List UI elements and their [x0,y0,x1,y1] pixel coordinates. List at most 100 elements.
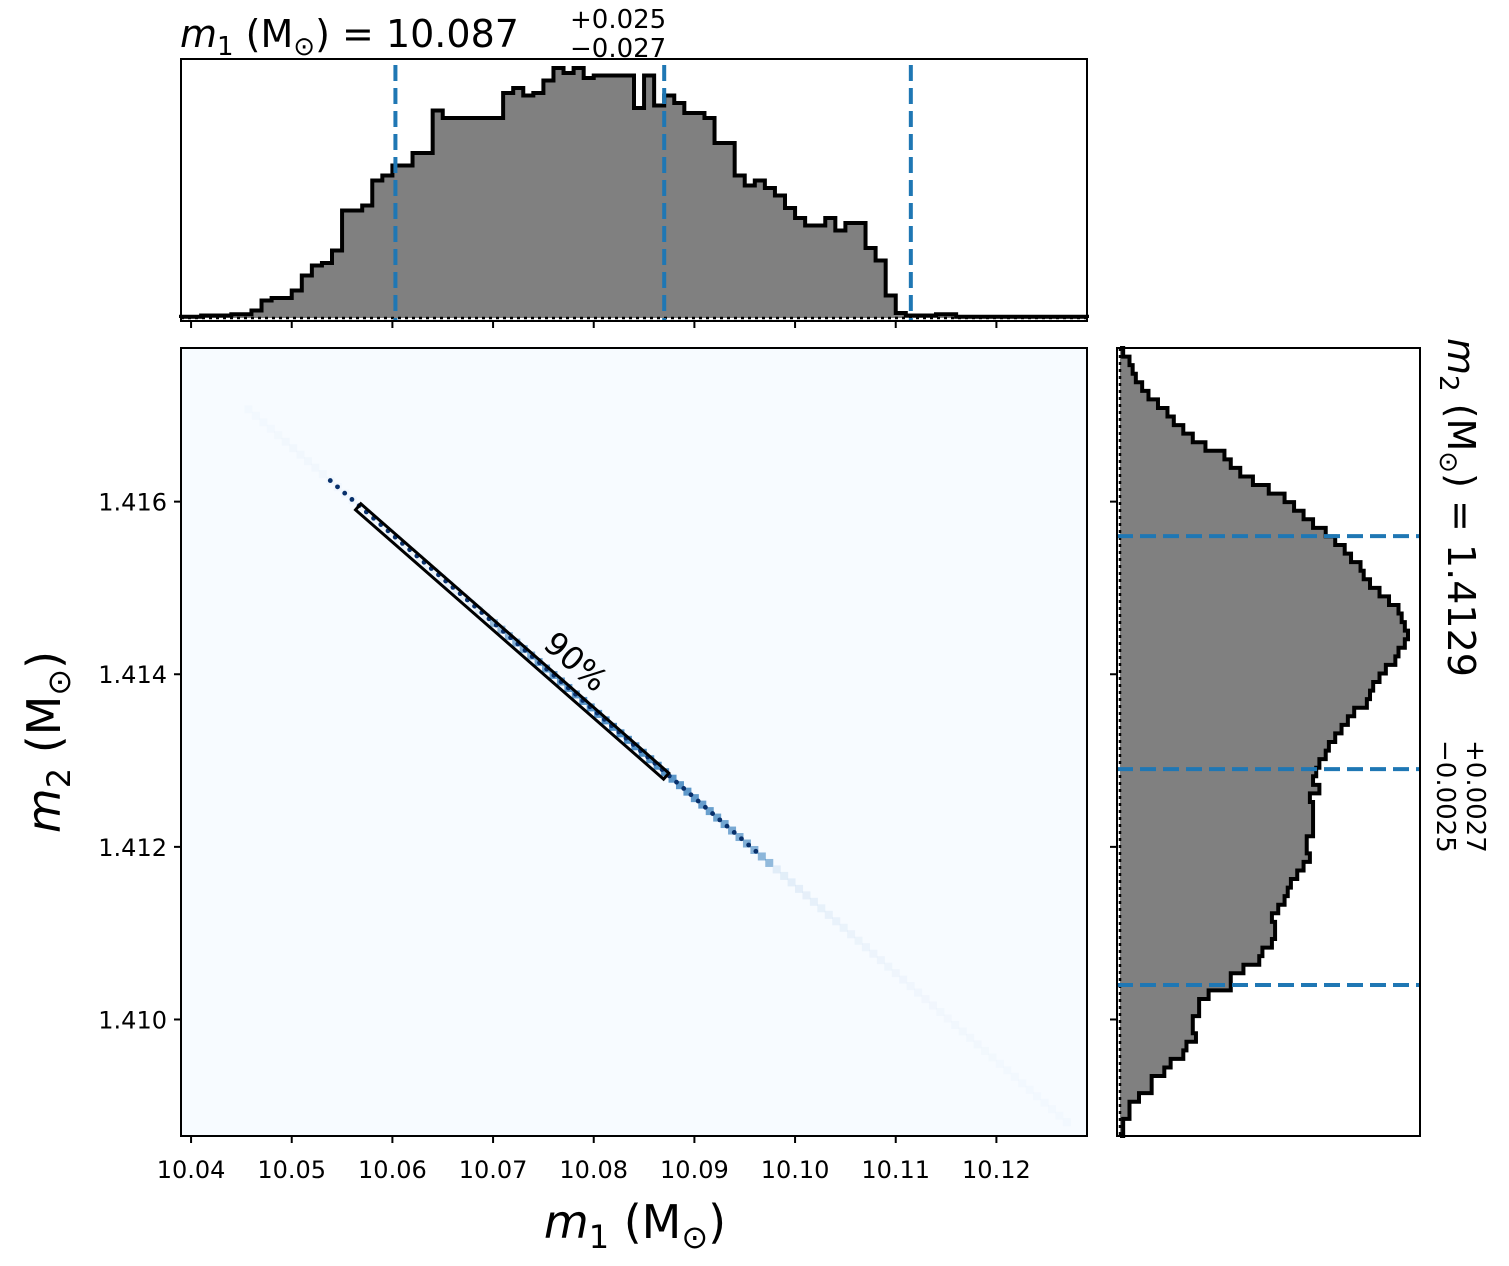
x-tick-label-4: 10.08 [559,1156,628,1184]
x-tick-label-8: 10.12 [962,1156,1031,1184]
density-cell [988,1053,997,1062]
density-cell [795,884,804,893]
density-cell [891,969,900,978]
density-cell [884,962,893,971]
density-cell [482,612,491,621]
density-cell [690,794,699,803]
density-cell [713,813,722,822]
y-tick-label-2: 1.414 [98,661,167,689]
density-cell [1055,1111,1064,1120]
contour-dot [724,823,730,829]
density-cell [981,1046,990,1055]
density-cell [832,917,841,926]
contour-dot [327,478,333,483]
density-cell [661,768,670,777]
density-cell [839,923,848,932]
density-cell [653,761,662,770]
density-cell [296,450,305,459]
contour-dot [746,842,752,848]
density-cell [876,956,885,965]
density-cell [824,910,833,919]
density-cell [1010,1072,1019,1081]
density-cell [646,755,655,764]
top-panel-title: m1 (M⊙) = 10.087 [180,12,519,62]
m1-histogram-fill [181,68,1087,318]
density-cell [1025,1085,1034,1094]
density-cell [251,411,260,420]
density-cell [1047,1105,1056,1114]
x-tick-label-2: 10.06 [358,1156,427,1184]
contour-dot [674,779,679,785]
y-tick-label-3: 1.416 [98,489,167,517]
density-cell [772,865,781,874]
density-cell [899,975,908,984]
contour-dot [681,786,687,791]
right-title-minus-error: −0.0025 [1430,740,1460,853]
density-cell [475,606,484,615]
density-cell [266,424,275,433]
contour-dot [349,497,355,502]
density-cell [623,735,632,744]
density-cell [385,528,394,537]
density-cell [921,995,930,1004]
density-cell [683,787,692,796]
contour-dot [753,848,759,854]
density-cell [393,534,402,543]
density-cell [303,457,312,466]
density-cell [757,852,766,861]
joint-density-panel: 90%10.04 10.05 10.06 10.07 10.08 10.09 10.10 10… [98,347,1088,1184]
density-cell [489,619,498,628]
contour-dot [702,804,708,810]
density-cell [698,800,707,809]
density-cell [259,418,268,427]
y-axis-label: m2 (M⊙) [17,651,78,833]
x-tick-label-6: 10.10 [761,1156,830,1184]
m1-histogram-outline [179,66,1089,319]
density-cell [497,625,506,634]
contour-dot [717,817,723,823]
density-cell [437,573,446,582]
contour-dot [731,830,737,835]
density-cell [1003,1066,1012,1075]
right-title-plus-error: +0.0027 [1460,740,1490,853]
density-cell [460,593,469,602]
density-cell [274,431,283,440]
contour-dot [335,484,340,490]
density-cell [400,541,409,550]
contour-dot [710,811,715,816]
density-cell [966,1033,975,1042]
y-tick-label-1: 1.412 [98,834,167,862]
density-cell [1040,1098,1049,1107]
x-axis-label: m1 (M⊙) [544,1195,726,1256]
density-cell [943,1014,952,1023]
density-cell [1018,1079,1027,1088]
density-cell [973,1040,982,1049]
density-cell [408,547,417,556]
density-cell [705,807,714,816]
contour-dot [688,792,694,798]
density-cell [311,463,320,472]
density-cell [928,1001,937,1010]
m1-histogram-panel [179,58,1089,328]
density-cell [861,943,870,952]
density-cell [802,891,811,900]
density-cell [1062,1118,1071,1127]
density-cell [631,742,640,751]
density-cell [415,554,424,563]
density-cell [906,982,915,991]
density-cell [244,405,253,414]
density-cell [869,949,878,958]
m2-histogram-panel [1110,346,1421,1138]
density-cell [854,936,863,945]
density-cell [809,897,818,906]
density-cell [780,871,789,880]
density-cell [445,580,454,589]
m1-histogram-frame [180,58,1088,322]
m2-histogram-frame [1116,347,1421,1137]
contour-dot [739,836,744,842]
density-cell [728,826,737,835]
density-cell [951,1020,960,1029]
contour-90-outline [353,501,671,782]
x-tick-label-0: 10.04 [157,1156,226,1184]
density-cell [817,904,826,913]
